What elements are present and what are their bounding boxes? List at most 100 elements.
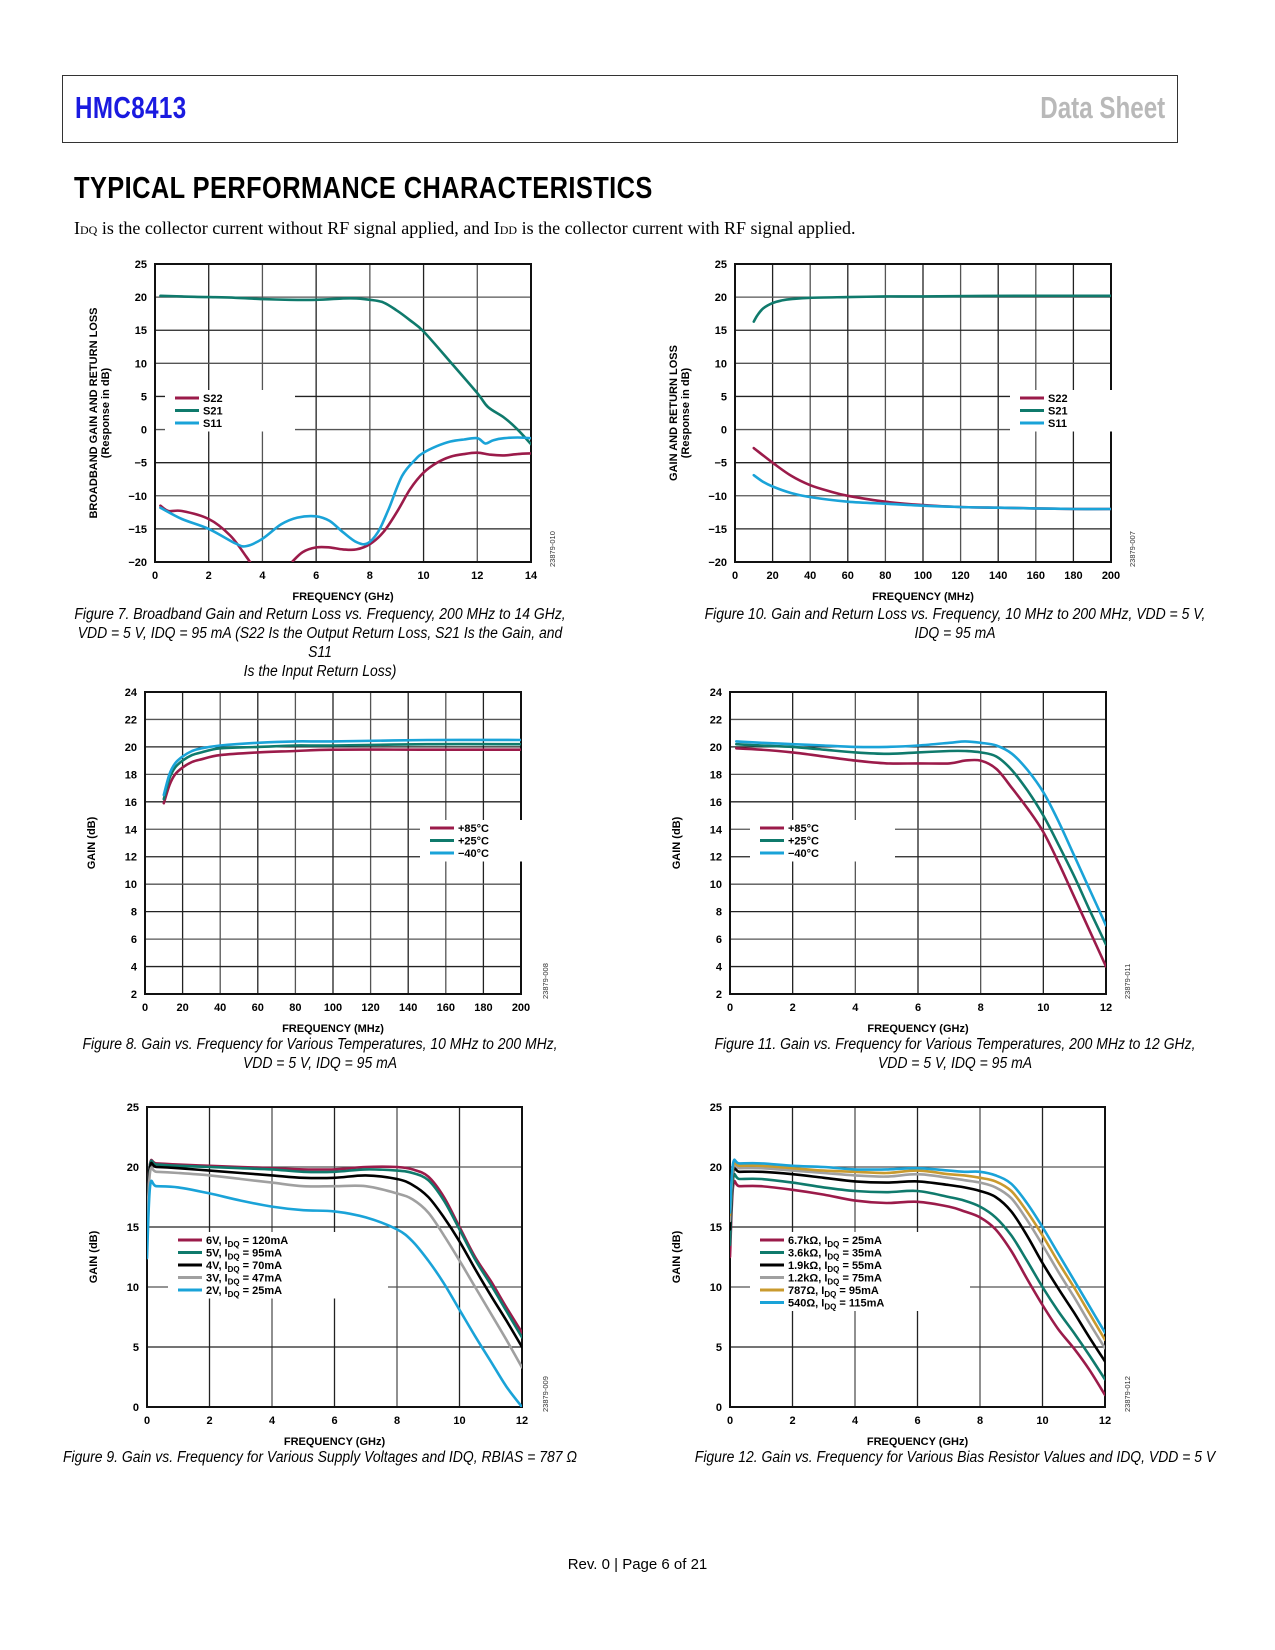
x-tick-label: 2 <box>206 1415 212 1427</box>
y-tick-label: 0 <box>133 1402 139 1414</box>
y-tick-label: 20 <box>715 292 727 304</box>
y-tick-label: 25 <box>715 259 727 271</box>
y-tick-label: 10 <box>125 879 137 891</box>
x-tick-label: 140 <box>989 570 1007 582</box>
x-tick-label: 120 <box>361 1002 379 1014</box>
legend-label: 4V, IDQ = 70mA <box>206 1260 282 1274</box>
legend-label: +25°C <box>788 836 819 848</box>
y-tick-label: 12 <box>710 852 722 864</box>
x-tick-label: 8 <box>978 1002 984 1014</box>
x-tick-label: 12 <box>516 1415 528 1427</box>
legend-label: S22 <box>203 393 223 405</box>
figure-12: 0 2 4 6 8 10 12 0 5 10 15 20 25 6.7kΩ, IDQ = 25mA 3.6k… <box>640 1095 1275 1495</box>
series-line-1-2k-idq-75ma <box>730 1163 1105 1350</box>
y-axis-label: GAIN (dB) <box>88 1230 100 1283</box>
y-tick-label: 10 <box>127 1282 139 1294</box>
series-group <box>162 738 521 797</box>
x-tick-label: 40 <box>214 1002 226 1014</box>
legend-label: 3.6kΩ, IDQ = 35mA <box>788 1248 882 1262</box>
legend-label: S21 <box>203 406 223 418</box>
legend-label: 540Ω, IDQ = 115mA <box>788 1298 884 1312</box>
legend-label: S21 <box>1048 406 1068 418</box>
y-tick-label: 8 <box>131 907 137 919</box>
x-tick-label: 20 <box>766 570 778 582</box>
x-tick-label: 2 <box>206 570 212 582</box>
figure-8: 0 20 40 60 80 100 120 140 160 180 200 2 4 6 8 10 12 14 16 1… <box>0 680 640 1090</box>
y-tick-label: 20 <box>127 1162 139 1174</box>
x-tick-label: 40 <box>804 570 816 582</box>
x-axis-label: FREQUENCY (MHz) <box>282 1023 384 1035</box>
chart-svg: 0 2 4 6 8 10 12 0 5 10 15 20 25 6.7kΩ, IDQ = 25mA3.6k… <box>671 1102 1132 1448</box>
y-tick-label: 25 <box>127 1102 139 1114</box>
legend-label: 3V, IDQ = 47mA <box>206 1273 282 1287</box>
figure-caption: Figure 7. Broadband Gain and Return Loss… <box>68 605 572 681</box>
y-tick-label: 14 <box>125 824 138 836</box>
y-tick-label: 10 <box>135 358 147 370</box>
x-tick-label: 12 <box>1100 1002 1112 1014</box>
y-tick-label: 22 <box>125 714 137 726</box>
section-title: TYPICAL PERFORMANCE CHARACTERISTICS <box>74 170 653 205</box>
plot-frame <box>729 691 1107 995</box>
caption-line: Figure 9. Gain vs. Frequency for Various… <box>63 1449 577 1466</box>
x-tick-label: 180 <box>1064 570 1082 582</box>
y-tick-label: 18 <box>125 769 137 781</box>
series-group <box>735 742 1106 946</box>
series-line-4v-idq-70ma <box>147 1161 522 1349</box>
x-tick-label: 12 <box>1099 1415 1111 1427</box>
legend-box <box>750 1232 970 1311</box>
figure-caption: Figure 11. Gain vs. Frequency for Variou… <box>703 1035 1207 1073</box>
series-group <box>730 1160 1105 1342</box>
y-axis-label: BROADBAND GAIN AND RETURN LOSS <box>88 307 100 518</box>
series-group <box>735 740 1106 927</box>
figure-id: 23879-010 <box>548 531 557 567</box>
y-tick-label: 0 <box>716 1402 722 1414</box>
series-group <box>730 1166 1105 1363</box>
y-tick-label: 4 <box>716 962 723 974</box>
legend-label: 787Ω, IDQ = 95mA <box>788 1285 879 1299</box>
legend-label: 2V, IDQ = 25mA <box>206 1285 282 1299</box>
caption-line: VDD = 5 V, IDQ = 95 mA <box>877 1055 1033 1072</box>
x-tick-label: 10 <box>417 570 429 582</box>
series-group <box>147 1159 522 1339</box>
series-group <box>162 748 521 805</box>
y-tick-label: 14 <box>710 824 723 836</box>
y-tick-label: 8 <box>716 907 722 919</box>
series-line--85-c <box>735 747 1106 968</box>
y-tick-label: 15 <box>127 1222 139 1234</box>
y-tick-label: 0 <box>141 425 147 437</box>
series-line-s21 <box>159 294 531 446</box>
y-axis-label: GAIN (dB) <box>671 1230 683 1283</box>
y-tick-label: 20 <box>135 292 147 304</box>
legend-label: +85°C <box>458 823 489 835</box>
y-tick-label: 0 <box>721 425 727 437</box>
x-tick-label: 180 <box>474 1002 492 1014</box>
x-tick-label: 8 <box>367 570 373 582</box>
series-line-540-idq-115ma <box>730 1158 1105 1334</box>
x-tick-label: 60 <box>842 570 854 582</box>
caption-line: Figure 7. Broadband Gain and Return Loss… <box>74 606 566 623</box>
caption-line: IDQ = 95 mA <box>914 625 996 642</box>
x-tick-label: 0 <box>727 1415 733 1427</box>
series-line--25-c <box>162 742 521 801</box>
series-group <box>730 1163 1105 1350</box>
x-tick-label: 140 <box>399 1002 417 1014</box>
intro-part-3: is the collector current with RF signal … <box>517 218 856 238</box>
figure-id: 23879-007 <box>1128 531 1137 567</box>
y-tick-label: 5 <box>721 391 727 403</box>
caption-line: VDD = 5 V, IDQ = 95 mA <box>242 1055 398 1072</box>
series-group <box>730 1158 1105 1334</box>
series-group <box>147 1161 522 1349</box>
legend-label: +85°C <box>788 823 819 835</box>
legend-label: 1.2kΩ, IDQ = 75mA <box>788 1273 882 1287</box>
chart-svg: 0 20 40 60 80 100 120 140 160 180 2002468101214161… <box>86 687 565 1035</box>
x-axis-label: FREQUENCY (MHz) <box>872 591 974 603</box>
figure-7: 0 2 4 6 8 10 12 14 −20 −15 −10 −5 0 5 10 15 20 25 S22 S21 S1… <box>0 250 640 680</box>
y-tick-label: 5 <box>133 1342 139 1354</box>
y-tick-label: 4 <box>131 962 138 974</box>
series-line-s11 <box>159 436 531 548</box>
series-group <box>735 747 1106 968</box>
series-line--40-c <box>735 740 1106 927</box>
x-tick-label: 120 <box>951 570 969 582</box>
x-tick-label: 0 <box>732 570 738 582</box>
